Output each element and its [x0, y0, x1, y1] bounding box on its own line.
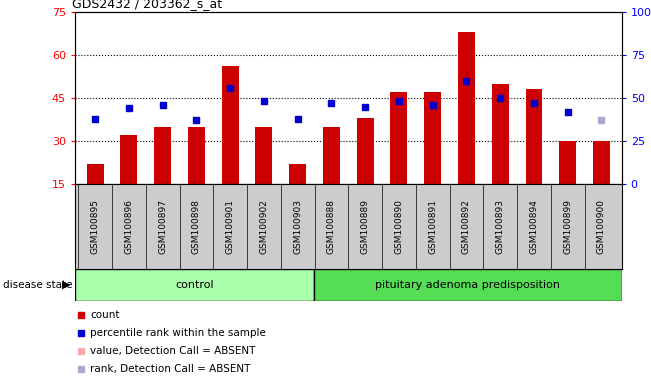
Bar [75, 269, 314, 301]
Bar [120, 136, 137, 184]
Text: disease state: disease state [3, 280, 73, 290]
Text: GSM100893: GSM100893 [495, 199, 505, 254]
Text: count: count [90, 310, 120, 320]
Bar [458, 31, 475, 184]
Text: GSM100901: GSM100901 [226, 199, 234, 254]
Text: GSM100895: GSM100895 [90, 199, 100, 254]
Text: rank, Detection Call = ABSENT: rank, Detection Call = ABSENT [90, 364, 251, 374]
Text: GSM100894: GSM100894 [529, 199, 538, 254]
Text: GSM100903: GSM100903 [293, 199, 302, 254]
Text: GSM100891: GSM100891 [428, 199, 437, 254]
Bar [289, 164, 306, 184]
Text: GSM100890: GSM100890 [395, 199, 404, 254]
Bar [255, 127, 272, 184]
Bar [87, 164, 104, 184]
Text: GSM100889: GSM100889 [361, 199, 370, 254]
Bar [357, 118, 374, 184]
Text: GSM100902: GSM100902 [259, 199, 268, 254]
Bar [391, 92, 408, 184]
Text: GSM100896: GSM100896 [124, 199, 133, 254]
Bar [314, 269, 622, 301]
Bar [424, 92, 441, 184]
Text: GDS2432 / 203362_s_at: GDS2432 / 203362_s_at [72, 0, 222, 10]
Bar [222, 66, 238, 184]
Text: ▶: ▶ [62, 280, 70, 290]
Text: GSM100897: GSM100897 [158, 199, 167, 254]
Bar [492, 84, 508, 184]
Text: percentile rank within the sample: percentile rank within the sample [90, 328, 266, 338]
Text: GSM100898: GSM100898 [192, 199, 201, 254]
Bar [525, 89, 542, 184]
Text: GSM100900: GSM100900 [597, 199, 606, 254]
Text: pituitary adenoma predisposition: pituitary adenoma predisposition [376, 280, 561, 290]
Text: control: control [175, 280, 214, 290]
Bar [323, 127, 340, 184]
Text: value, Detection Call = ABSENT: value, Detection Call = ABSENT [90, 346, 256, 356]
Text: GSM100892: GSM100892 [462, 199, 471, 254]
Bar [188, 127, 205, 184]
Bar [559, 141, 576, 184]
Bar [154, 127, 171, 184]
Bar [593, 141, 610, 184]
Text: GSM100899: GSM100899 [563, 199, 572, 254]
Text: GSM100888: GSM100888 [327, 199, 336, 254]
